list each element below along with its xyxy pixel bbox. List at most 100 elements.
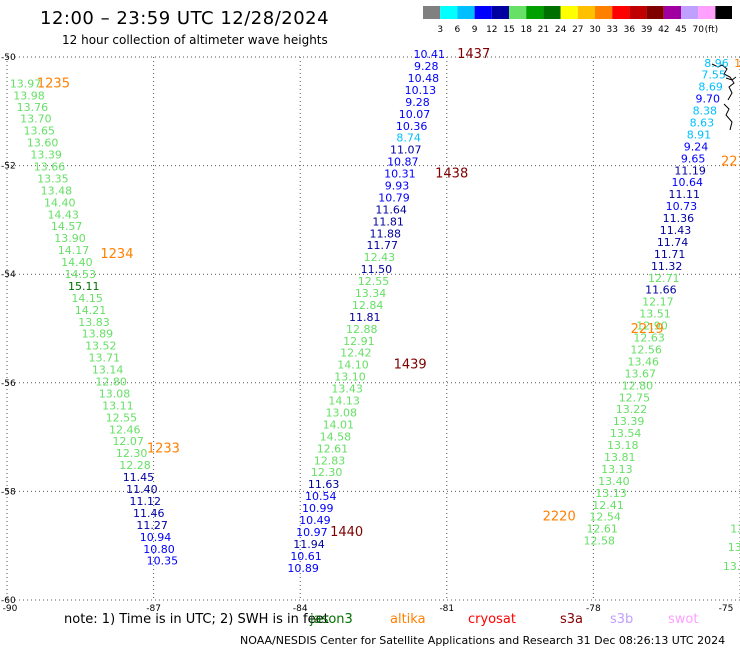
wave-height-value: 10.73 <box>666 200 698 213</box>
edge-value: 13.0 <box>723 560 740 573</box>
wave-height-value: 11.19 <box>674 164 706 177</box>
wave-height-value: 13.70 <box>20 113 52 126</box>
legend-swatch <box>423 6 441 19</box>
wave-height-value: 11.64 <box>375 203 407 216</box>
wave-height-value: 10.13 <box>405 84 437 97</box>
wave-height-value: 11.63 <box>308 478 340 491</box>
chart-title: 12:00 – 23:59 UTC 12/28/2024 <box>40 8 330 29</box>
wave-height-value: 10.79 <box>378 191 410 204</box>
y-tick-label: -56 <box>1 379 16 389</box>
wave-height-value: 14.40 <box>61 256 93 269</box>
wave-height-value: 12.55 <box>106 411 138 424</box>
y-tick-label: -58 <box>1 487 16 497</box>
legend-swatch <box>491 6 509 19</box>
legend-swatch <box>440 6 458 19</box>
satellite-s3a: s3a <box>560 612 584 627</box>
wave-height-value: 13.81 <box>604 451 636 464</box>
wave-height-value: 13.11 <box>102 399 134 412</box>
wave-height-value: 13.18 <box>607 439 639 452</box>
wave-height-value: 10.64 <box>671 176 703 189</box>
wave-height-value: 12.80 <box>622 379 654 392</box>
legend-label: 6 <box>455 25 461 35</box>
wave-height-value: 11.50 <box>361 263 393 276</box>
wave-height-value: 14.58 <box>320 430 352 443</box>
legend-label: 39 <box>641 25 653 35</box>
wave-height-value: 12.75 <box>619 391 651 404</box>
legend-label: 24 <box>555 25 567 35</box>
wave-height-value: 11.94 <box>293 538 325 551</box>
y-tick-label: -50 <box>1 53 16 63</box>
wave-height-value: 14.13 <box>328 395 360 408</box>
wave-height-value: 11.07 <box>390 144 422 157</box>
wave-height-value: 11.88 <box>369 227 401 240</box>
wave-height-value: 12.58 <box>584 535 616 548</box>
wave-height-value: 13.40 <box>598 475 630 488</box>
wave-height-value: 10.41 <box>413 48 445 61</box>
wave-height-value: 9.28 <box>414 60 439 73</box>
wave-height-value: 11.43 <box>660 224 692 237</box>
wave-height-value: 12.56 <box>630 343 662 356</box>
legend-swatch <box>595 6 613 19</box>
legend-unit: (ft) <box>705 25 719 35</box>
wave-height-value: 12.07 <box>112 435 144 448</box>
wave-height-value: 12.17 <box>642 296 674 309</box>
time-label: 1235 <box>37 76 70 91</box>
wave-height-value: 8.69 <box>698 81 723 94</box>
legend-label: 30 <box>589 25 601 35</box>
wave-height-value: 12.42 <box>340 347 372 360</box>
chart-subtitle: 12 hour collection of altimeter wave hei… <box>62 33 328 47</box>
wave-height-value: 13.08 <box>325 406 357 419</box>
wave-height-value: 13.71 <box>88 352 120 365</box>
wave-height-value: 13.08 <box>99 387 131 400</box>
wave-height-value: 11.27 <box>136 519 168 532</box>
time-label: 1438 <box>435 167 468 182</box>
wave-height-value: 12.83 <box>314 454 346 467</box>
wave-height-value: 11.32 <box>651 260 683 273</box>
wave-height-map: -90 -87 -84 -81 -78 -75 -50 -52 -54 -56 -58 -60 13.9… <box>1 47 740 612</box>
wave-height-value: 9.70 <box>695 93 720 106</box>
wave-height-value: 12.55 <box>358 275 390 288</box>
time-label: 1234 <box>100 247 133 262</box>
wave-height-value: 10.54 <box>305 490 337 503</box>
legend-swatch <box>560 6 578 19</box>
x-tick-label: -78 <box>586 604 601 612</box>
x-tick-label: -81 <box>439 604 454 612</box>
wave-height-value: 12.30 <box>311 466 343 479</box>
wave-height-value: 14.15 <box>71 292 103 305</box>
edge-value: 13 <box>730 523 740 536</box>
wave-height-value: 13.13 <box>595 487 627 500</box>
wave-height-value: 10.48 <box>408 72 440 85</box>
wave-height-value: 12.41 <box>592 499 624 512</box>
satellite-altika: altika <box>390 612 426 627</box>
legend-swatch <box>646 6 664 19</box>
wave-height-value: 11.81 <box>372 215 404 228</box>
legend-swatch <box>543 6 561 19</box>
wave-height-value: 14.40 <box>44 196 76 209</box>
wave-height-value: 12.63 <box>633 332 665 345</box>
wave-height-value: 13.48 <box>41 184 73 197</box>
wave-height-value: 10.99 <box>302 502 334 515</box>
legend-swatch <box>698 6 716 19</box>
legend-label: 27 <box>572 25 583 35</box>
wave-height-value: 13.65 <box>24 125 56 138</box>
wave-height-value: 12.54 <box>589 511 621 524</box>
legend-swatch <box>663 6 681 19</box>
legend-label: 70 <box>692 25 704 35</box>
legend-swatch <box>474 6 492 19</box>
wave-height-value: 12.71 <box>648 272 680 285</box>
wave-height-value: 9.65 <box>681 152 706 165</box>
wave-height-value: 8.38 <box>693 105 718 118</box>
legend-label: 21 <box>538 25 549 35</box>
legend-label: 45 <box>675 25 686 35</box>
wave-height-value: 12.88 <box>346 323 378 336</box>
time-label: 1437 <box>457 47 490 62</box>
wave-height-value: 12.80 <box>95 376 127 389</box>
legend-swatch <box>577 6 595 19</box>
wave-height-value: 12.61 <box>317 442 349 455</box>
legend-swatch <box>612 6 630 19</box>
wave-height-value: 13.54 <box>610 427 642 440</box>
footnote: note: 1) Time is in UTC; 2) SWH is in fe… <box>64 612 329 627</box>
wave-height-value: 13.60 <box>27 137 59 150</box>
time-label: 2219 <box>631 322 664 337</box>
wave-height-value: 13.39 <box>30 149 62 162</box>
